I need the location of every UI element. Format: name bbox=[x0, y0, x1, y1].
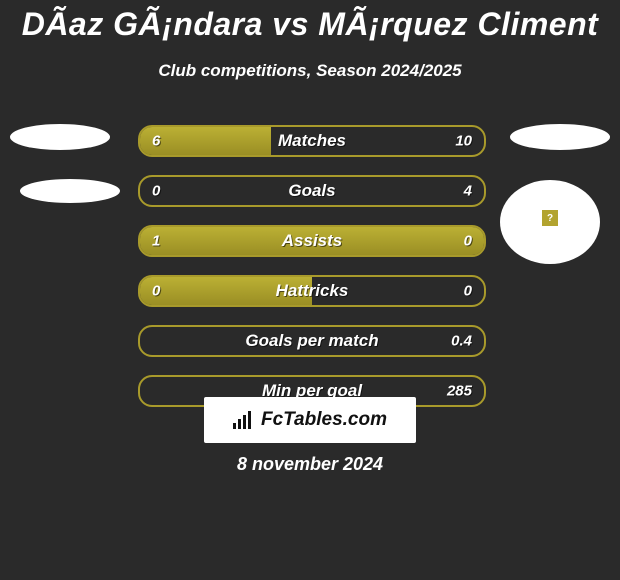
stat-left-value: 0 bbox=[152, 183, 160, 200]
stat-label: Matches bbox=[278, 131, 346, 151]
stat-row-matches: 6 Matches 10 bbox=[138, 125, 486, 157]
brand-badge[interactable]: FcTables.com bbox=[204, 397, 416, 443]
player-right-club: ? bbox=[500, 180, 600, 264]
stat-left-value: 6 bbox=[152, 133, 160, 150]
stat-right-value: 0 bbox=[464, 233, 472, 250]
stat-left-value: 1 bbox=[152, 233, 160, 250]
stat-row-gpm: Goals per match 0.4 bbox=[138, 325, 486, 357]
page-title: DÃ­az GÃ¡ndara vs MÃ¡rquez Climent bbox=[0, 0, 620, 43]
stat-right-value: 10 bbox=[455, 133, 472, 150]
player-left-club bbox=[20, 179, 120, 203]
stats-card: DÃ­az GÃ¡ndara vs MÃ¡rquez Climent Club … bbox=[0, 0, 620, 580]
stat-right-value: 4 bbox=[464, 183, 472, 200]
stat-row-assists: 1 Assists 0 bbox=[138, 225, 486, 257]
stat-label: Goals per match bbox=[245, 331, 378, 351]
stat-label: Goals bbox=[288, 181, 335, 201]
stat-row-goals: 0 Goals 4 bbox=[138, 175, 486, 207]
stat-label: Hattricks bbox=[276, 281, 349, 301]
stat-right-value: 285 bbox=[447, 383, 472, 400]
page-subtitle: Club competitions, Season 2024/2025 bbox=[0, 61, 620, 81]
stat-right-value: 0 bbox=[464, 283, 472, 300]
help-icon: ? bbox=[542, 210, 558, 226]
player-left-avatar bbox=[10, 124, 110, 150]
brand-text: FcTables.com bbox=[261, 409, 387, 431]
player-right-avatar bbox=[510, 124, 610, 150]
stat-left-value: 0 bbox=[152, 283, 160, 300]
chart-bars-icon bbox=[233, 411, 257, 429]
stats-bars: 6 Matches 10 0 Goals 4 1 Assists 0 0 Hat… bbox=[138, 125, 482, 425]
stat-label: Assists bbox=[282, 231, 342, 251]
snapshot-date: 8 november 2024 bbox=[0, 454, 620, 475]
stat-row-hattricks: 0 Hattricks 0 bbox=[138, 275, 486, 307]
stat-right-value: 0.4 bbox=[451, 333, 472, 350]
